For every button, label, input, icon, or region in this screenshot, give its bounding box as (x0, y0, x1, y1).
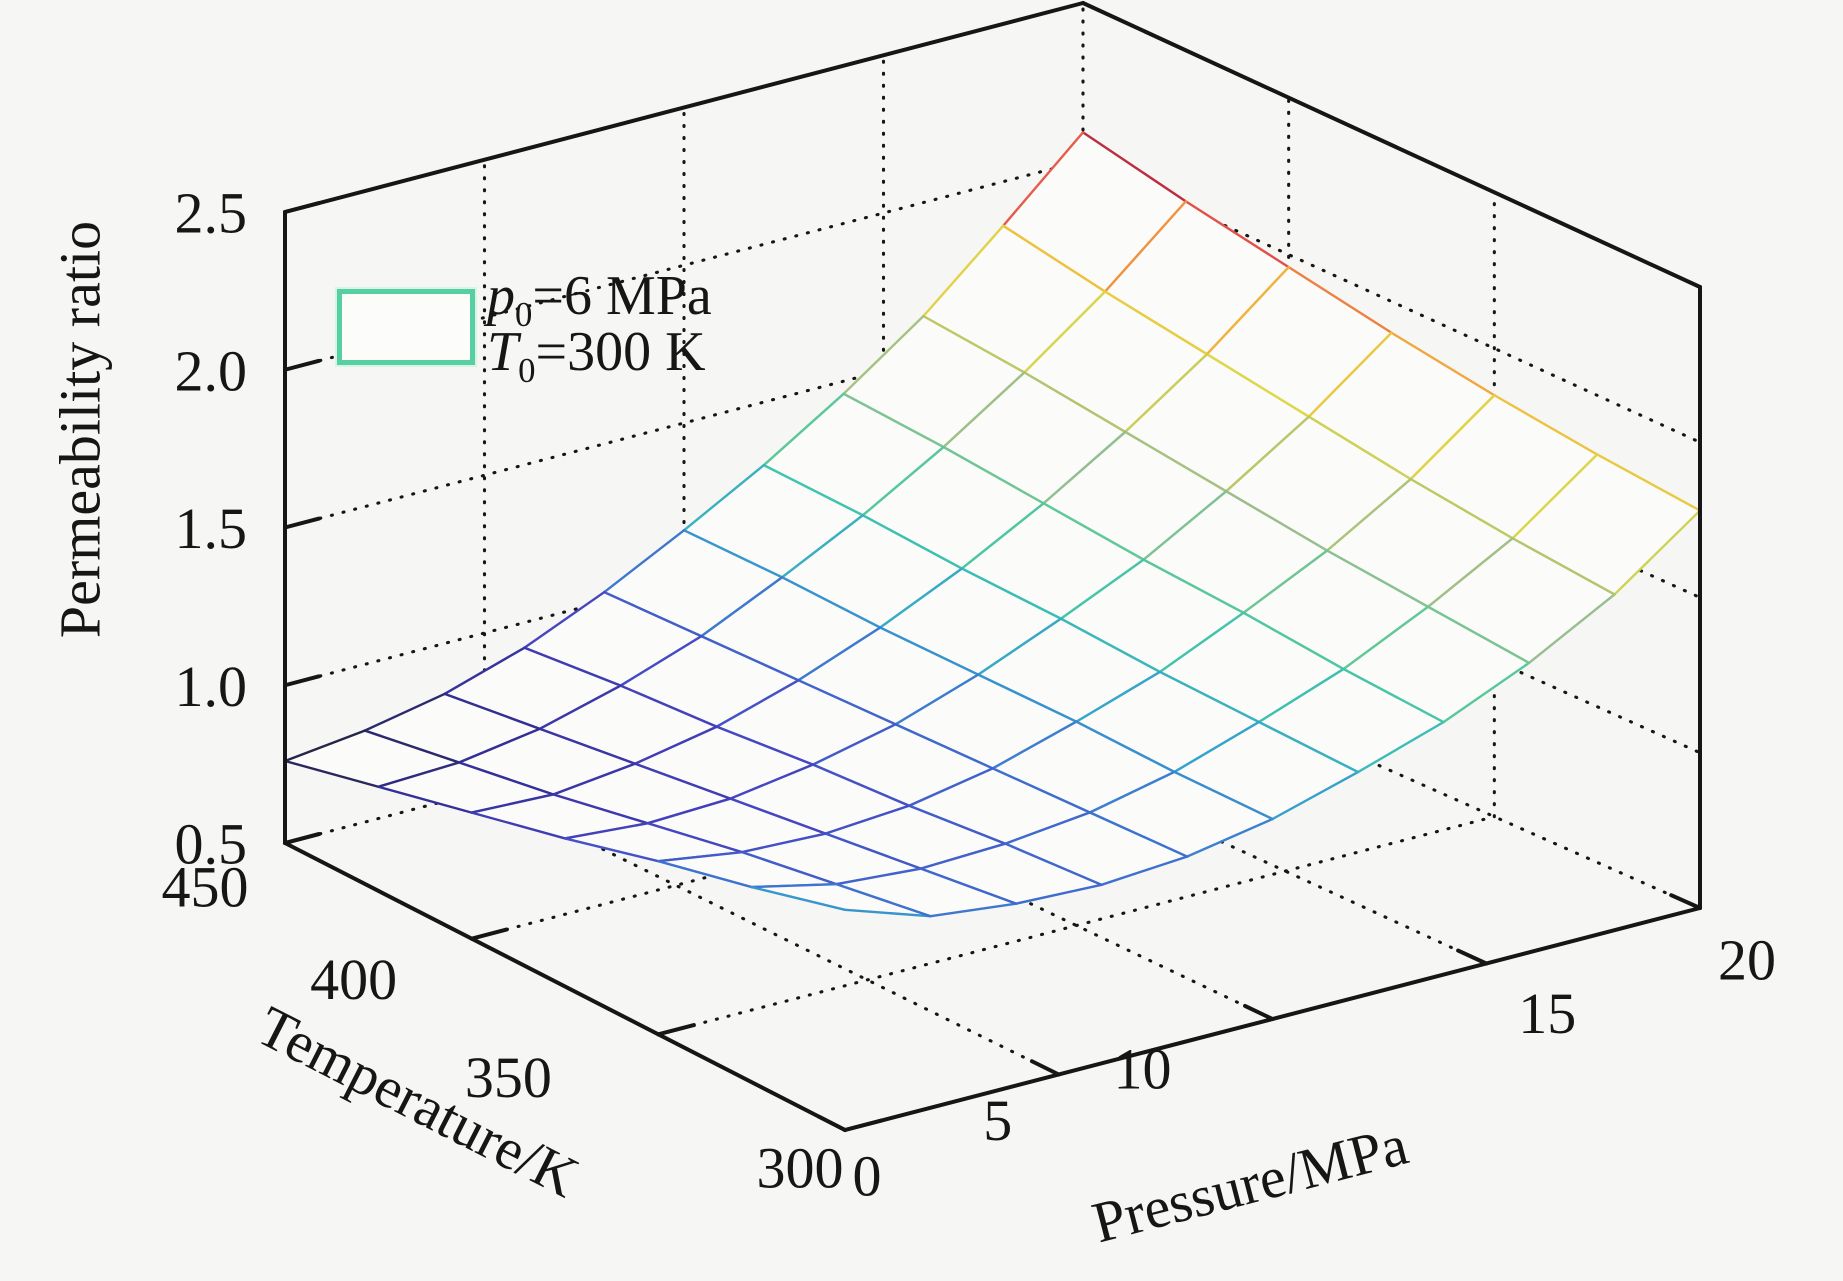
legend-entry-T0: T0=300 K (487, 321, 706, 391)
tick-label: 1.0 (175, 654, 248, 719)
tick-label: 15 (1518, 981, 1576, 1046)
tick-label: 20 (1718, 928, 1776, 993)
mesh3d-generated-content: 0.5 1.0 1.5 2.0 2.5 450 400 350 300 0 5 10 15 20 (162, 1, 1776, 1209)
tick-label: 0 (853, 1144, 882, 1209)
tick-label: 400 (310, 947, 397, 1012)
tick-label: 300 (757, 1136, 844, 1201)
legend-p-symbol: p (487, 265, 515, 327)
figure-3d-permeability-plot: 0.5 1.0 1.5 2.0 2.5 450 400 350 300 0 5 10 15 20 Perm… (47, 1, 1776, 1255)
legend-entry-p0: p0=6 MPa (487, 265, 712, 335)
tick-label: 350 (465, 1045, 552, 1110)
tick-label: 2.0 (175, 338, 248, 403)
tick-label: 1.5 (175, 496, 248, 561)
tick-label: 0.5 (175, 812, 248, 877)
tick-label: 2.5 (175, 181, 248, 246)
tick-label: 5 (983, 1088, 1012, 1153)
tick-label: 450 (162, 855, 249, 920)
legend-swatch (337, 289, 475, 365)
z-axis-label: Permeability ratio (47, 220, 113, 639)
legend-T-symbol: T (487, 321, 519, 383)
mesh3d-canvas: 0.5 1.0 1.5 2.0 2.5 450 400 350 300 0 5 10 15 20 (162, 1, 1776, 1209)
tick-label: 10 (1114, 1037, 1172, 1102)
